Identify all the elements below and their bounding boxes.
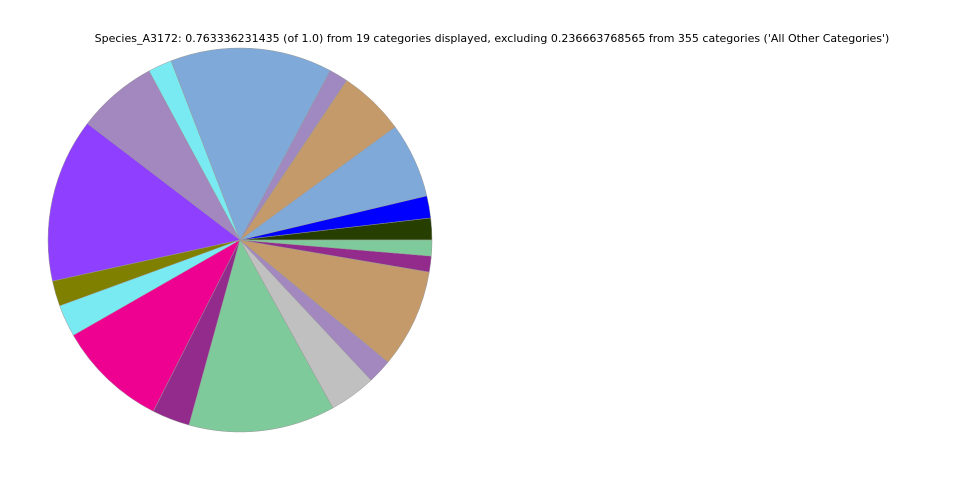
pie-slice xyxy=(239,239,433,257)
chart-title: Species_A3172: 0.763336231435 (of 1.0) f… xyxy=(95,32,890,45)
pie-slice xyxy=(47,123,241,282)
pie-slice xyxy=(239,239,430,363)
pie-slice xyxy=(170,47,331,241)
pie-slice xyxy=(73,239,241,412)
pie-slice xyxy=(188,239,334,433)
